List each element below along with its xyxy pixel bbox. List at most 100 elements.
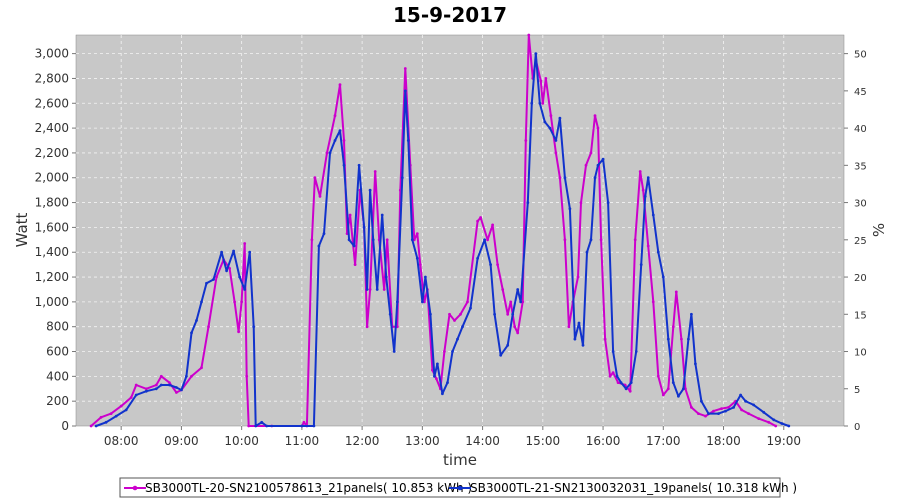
data-point-1 [513,325,517,329]
data-point-1 [747,412,750,415]
y-tick-label: 400 [46,369,69,383]
x-axis: 08:00 09:00 10:00 11:00 12:00 13:00 14:00 15:00… [104,426,801,448]
data-point-2 [362,226,366,229]
data-point-2 [380,213,384,217]
data-point-1 [740,408,743,412]
data-point-1 [325,151,329,155]
y-tick-label: 800 [46,320,69,334]
data-point-1 [616,381,620,384]
data-point-2 [406,139,410,142]
data-point-2 [615,374,619,378]
data-point-1 [690,406,693,409]
y-tick-label: 600 [46,345,69,359]
data-point-2 [94,424,98,428]
data-point-1 [144,387,148,391]
data-point-2 [347,238,351,242]
data-point-2 [333,139,337,142]
data-point-1 [368,288,372,291]
data-point-1 [243,242,247,245]
data-point-2 [461,325,464,329]
data-point-2 [338,129,342,133]
data-point-2 [611,350,615,353]
data-point-1 [554,151,558,155]
y-tick-label: 1,000 [35,295,69,309]
y-tick-label: 1,600 [35,220,69,234]
y-tick-label: 1,400 [35,245,69,259]
data-point-1 [412,238,416,242]
data-point-1 [418,263,422,266]
data-point-1 [509,300,513,304]
y2-tick-label: 5 [854,385,860,396]
data-point-1 [666,387,670,391]
data-point-1 [459,312,462,316]
data-point-1 [603,337,607,341]
data-point-2 [493,312,496,316]
x-tick-label: 11:00 [285,434,320,448]
data-point-1 [129,396,133,399]
data-point-2 [220,250,224,254]
data-point-1 [453,319,456,322]
plot-area [75,34,845,427]
data-point-1 [563,238,567,242]
data-point-1 [382,288,386,291]
data-point-1 [237,330,241,334]
data-point-2 [593,176,597,180]
data-point-2 [581,343,585,347]
data-point-2 [124,408,128,412]
data-point-1 [539,79,543,83]
legend-label-2: SB3000TL-21-SN2130032031_19panels( 10.31… [470,481,797,495]
data-point-2 [656,250,660,254]
data-point-2 [265,424,269,428]
data-point-1 [638,170,642,173]
data-point-2 [371,238,375,242]
data-point-1 [757,417,761,420]
legend-marker-2 [457,485,463,491]
data-point-2 [388,312,392,316]
data-point-2 [538,101,542,105]
data-point-2 [687,337,690,341]
data-point-2 [732,406,735,409]
data-point-2 [682,387,685,391]
x-tick-label: 13:00 [405,434,440,448]
y2-tick-label: 40 [854,124,867,135]
data-point-2 [365,288,369,291]
data-point-1 [119,404,123,408]
grid [76,35,844,426]
data-point-1 [333,114,337,118]
x-tick-label: 12:00 [345,434,380,448]
x-tick-label: 18:00 [706,434,741,448]
data-point-1 [353,263,357,266]
data-point-2 [195,319,198,322]
y2-axis-label: % [870,223,888,237]
data-point-2 [639,263,643,266]
legend-marker-1 [132,485,138,491]
data-point-2 [352,244,356,248]
data-point-1 [233,300,237,304]
y-axis-label: Watt [13,212,31,247]
data-point-2 [328,151,332,155]
data-point-1 [476,219,479,223]
data-point-2 [357,163,361,167]
y2-tick-label: 50 [854,50,867,61]
data-point-2 [180,388,183,392]
data-point-2 [752,403,755,407]
data-point-2 [511,312,515,316]
data-point-1 [651,300,655,304]
data-point-2 [238,275,242,279]
data-point-1 [656,374,660,378]
data-point-2 [780,422,784,425]
data-point-2 [568,207,572,211]
data-point-2 [252,325,256,329]
data-point-1 [247,424,251,428]
x-tick-label: 15:00 [526,434,561,448]
data-point-1 [466,300,469,304]
data-point-2 [368,188,372,192]
legend-label-1: SB3000TL-20-SN2100578613_21panels( 10.85… [145,481,472,495]
data-point-2 [400,176,404,180]
data-point-2 [114,414,118,418]
data-point-2 [772,418,776,422]
data-point-1 [435,377,438,381]
data-point-1 [589,151,593,155]
y-tick-label: 3,000 [35,47,69,61]
